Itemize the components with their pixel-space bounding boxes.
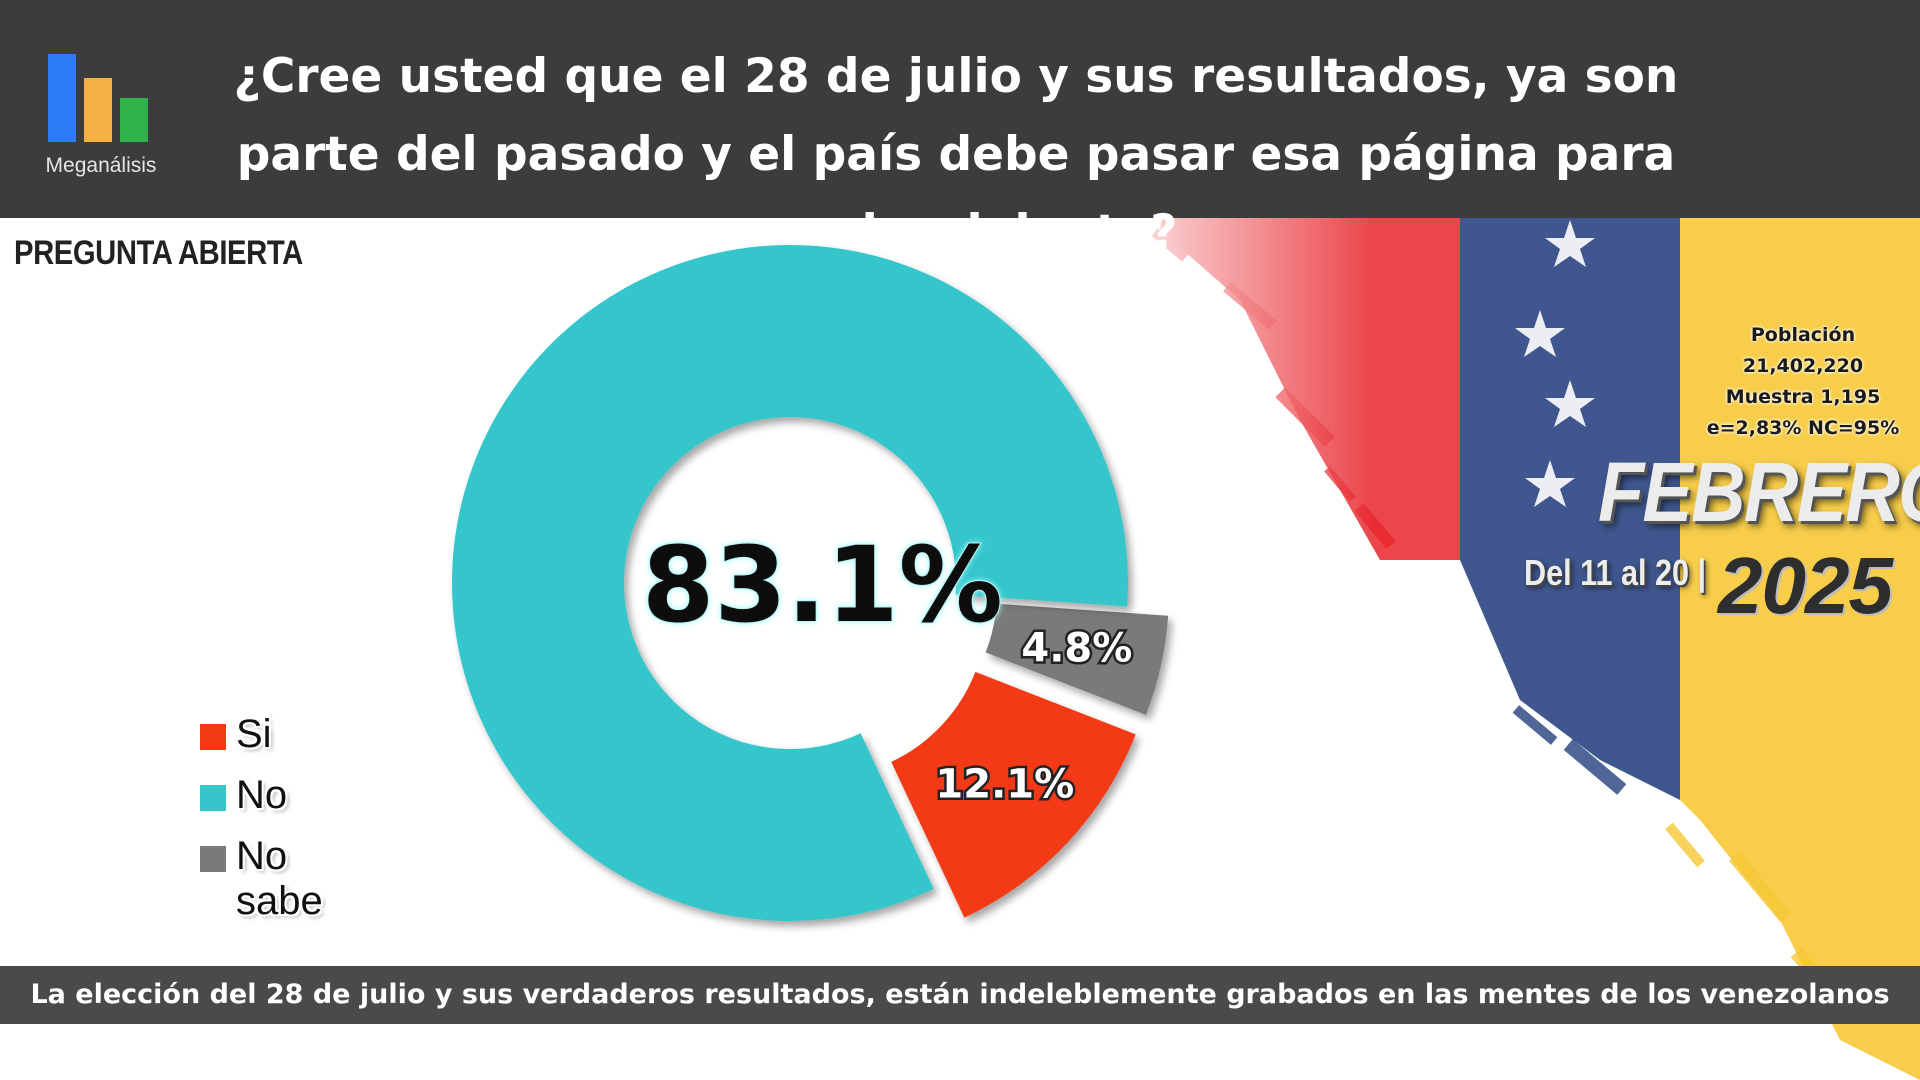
footer-text: La elección del 28 de julio y sus verdad…	[30, 979, 1890, 1010]
footer-bar: La elección del 28 de julio y sus verdad…	[0, 966, 1920, 1024]
info-population-value: 21,402,220	[1742, 355, 1864, 377]
period-month: FEBRERO	[1598, 445, 1920, 539]
period-year: 2025	[1718, 541, 1893, 630]
question-title: ¿Cree usted que el 28 de julio y sus res…	[233, 49, 1679, 260]
slice-si	[891, 671, 1136, 918]
logo-text: Meganálisis	[45, 154, 157, 177]
header-bar: Meganálisis ¿Cree usted que el 28 de jul…	[0, 0, 1920, 260]
logo-bar-orange	[84, 78, 112, 142]
logo-bar-green	[120, 98, 148, 142]
info-sample: Muestra 1,195	[1725, 386, 1881, 408]
legend-label-si: Si	[236, 712, 272, 756]
legend-label-no-sabe: No sabe	[236, 834, 323, 923]
info-population-label: Población	[1750, 324, 1856, 346]
slice-label-no: 83.1%	[642, 524, 1003, 646]
survey-info: Población 21,402,220 Muestra 1,195 e=2,8…	[1688, 320, 1918, 444]
legend-swatch-no	[200, 785, 226, 811]
meganalisis-logo: Meganálisis	[36, 54, 166, 184]
logo-bar-blue	[48, 54, 76, 142]
info-error-confidence: e=2,83% NC=95%	[1706, 417, 1900, 439]
open-question-tag: PREGUNTA ABIERTA	[14, 234, 303, 272]
slice-label-no-sabe: 4.8%	[1021, 625, 1132, 671]
legend-swatch-si	[200, 724, 226, 750]
slice-no-sabe	[985, 603, 1169, 715]
legend-swatch-no-sabe	[200, 846, 226, 872]
slice-label-si: 12.1%	[935, 762, 1074, 808]
period-dates: Del 11 al 20 |	[1524, 552, 1707, 593]
slice-no	[452, 245, 1128, 922]
legend-label-no: No	[236, 773, 288, 817]
